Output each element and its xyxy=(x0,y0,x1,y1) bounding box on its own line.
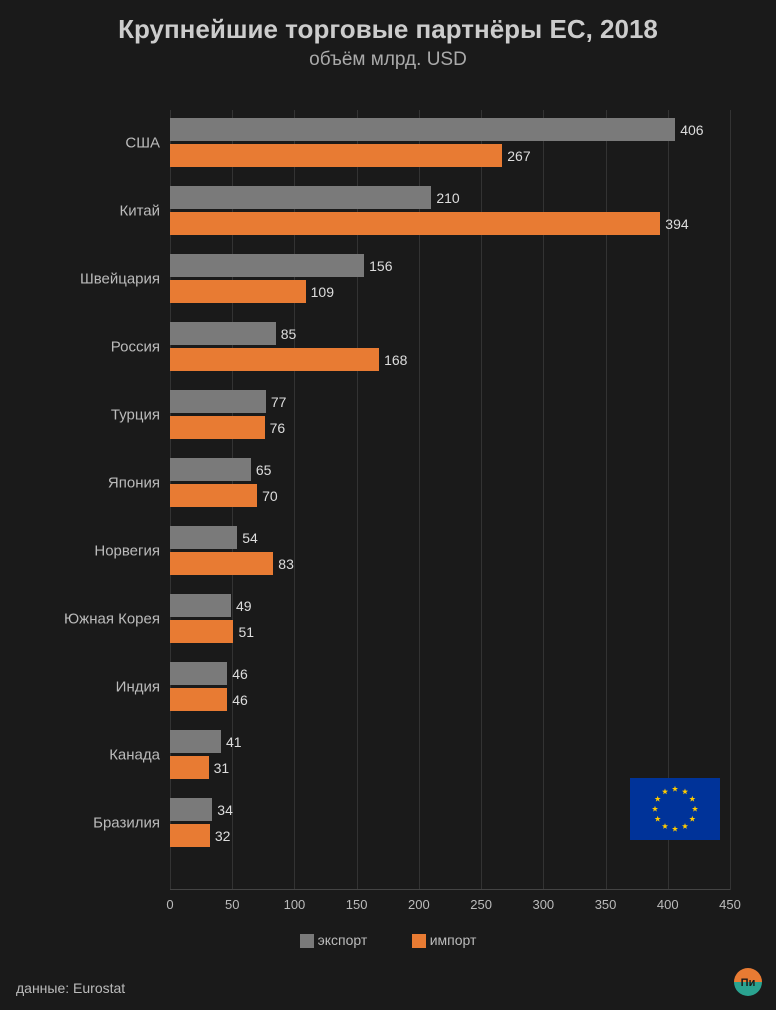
legend-item-import: импорт xyxy=(412,932,477,948)
x-axis-baseline xyxy=(170,889,730,890)
export-value-label: 77 xyxy=(266,394,287,410)
legend-label-import: импорт xyxy=(430,932,477,948)
country-label: Индия xyxy=(116,678,170,695)
import-value-label: 109 xyxy=(306,284,334,300)
country-row: Россия85168 xyxy=(170,322,730,371)
eu-flag-icon xyxy=(630,778,720,840)
import-value-label: 76 xyxy=(265,420,286,436)
x-tick-label: 0 xyxy=(166,897,173,912)
country-row: Япония6570 xyxy=(170,458,730,507)
country-label: Бразилия xyxy=(93,814,170,831)
chart-subtitle: объём млрд. USD xyxy=(0,45,776,71)
import-bar: 267 xyxy=(170,144,502,167)
import-value-label: 394 xyxy=(660,216,688,232)
import-value-label: 83 xyxy=(273,556,294,572)
x-tick-label: 300 xyxy=(532,897,554,912)
export-bar: 46 xyxy=(170,662,227,685)
country-row: Южная Корея4951 xyxy=(170,594,730,643)
export-bar: 65 xyxy=(170,458,251,481)
import-value-label: 51 xyxy=(233,624,254,640)
chart-legend: экспорт импорт xyxy=(0,932,776,950)
export-bar: 85 xyxy=(170,322,276,345)
country-row: Норвегия5483 xyxy=(170,526,730,575)
export-bar: 49 xyxy=(170,594,231,617)
grid-line xyxy=(730,110,731,890)
x-tick-label: 400 xyxy=(657,897,679,912)
export-value-label: 41 xyxy=(221,734,242,750)
country-label: Турция xyxy=(111,406,170,423)
legend-swatch-export xyxy=(300,934,314,948)
source-logo-icon: Пи xyxy=(734,968,762,996)
export-bar: 77 xyxy=(170,390,266,413)
x-tick-label: 50 xyxy=(225,897,239,912)
export-bar: 54 xyxy=(170,526,237,549)
export-bar: 406 xyxy=(170,118,675,141)
country-label: Канада xyxy=(109,746,170,763)
x-tick-label: 200 xyxy=(408,897,430,912)
export-bar: 156 xyxy=(170,254,364,277)
country-label: Норвегия xyxy=(94,542,170,559)
country-label: Китай xyxy=(119,202,170,219)
export-value-label: 406 xyxy=(675,122,703,138)
country-label: Япония xyxy=(108,474,170,491)
legend-item-export: экспорт xyxy=(300,932,368,948)
import-value-label: 46 xyxy=(227,692,248,708)
country-label: Швейцария xyxy=(80,270,170,287)
import-bar: 32 xyxy=(170,824,210,847)
import-bar: 83 xyxy=(170,552,273,575)
export-value-label: 210 xyxy=(431,190,459,206)
export-bar: 34 xyxy=(170,798,212,821)
legend-swatch-import xyxy=(412,934,426,948)
country-label: Южная Корея xyxy=(64,610,170,627)
x-tick-label: 250 xyxy=(470,897,492,912)
x-tick-label: 150 xyxy=(346,897,368,912)
x-tick-label: 100 xyxy=(284,897,306,912)
export-value-label: 49 xyxy=(231,598,252,614)
import-bar: 394 xyxy=(170,212,660,235)
export-value-label: 65 xyxy=(251,462,272,478)
export-bar: 210 xyxy=(170,186,431,209)
export-value-label: 46 xyxy=(227,666,248,682)
import-bar: 168 xyxy=(170,348,379,371)
import-bar: 70 xyxy=(170,484,257,507)
export-bar: 41 xyxy=(170,730,221,753)
export-value-label: 54 xyxy=(237,530,258,546)
import-value-label: 168 xyxy=(379,352,407,368)
import-bar: 31 xyxy=(170,756,209,779)
country-row: Турция7776 xyxy=(170,390,730,439)
country-label: США xyxy=(125,134,170,151)
x-tick-label: 450 xyxy=(719,897,741,912)
import-bar: 76 xyxy=(170,416,265,439)
import-bar: 51 xyxy=(170,620,233,643)
country-row: Индия4646 xyxy=(170,662,730,711)
x-tick-label: 350 xyxy=(595,897,617,912)
import-value-label: 31 xyxy=(209,760,230,776)
import-value-label: 32 xyxy=(210,828,231,844)
country-label: Россия xyxy=(111,338,170,355)
import-value-label: 70 xyxy=(257,488,278,504)
import-value-label: 267 xyxy=(502,148,530,164)
country-row: Швейцария156109 xyxy=(170,254,730,303)
export-value-label: 34 xyxy=(212,802,233,818)
chart-plot-area: 050100150200250300350400450 США406267Кит… xyxy=(170,110,730,890)
country-row: США406267 xyxy=(170,118,730,167)
export-value-label: 85 xyxy=(276,326,297,342)
data-source-label: данные: Eurostat xyxy=(16,980,125,996)
country-row: Канада4131 xyxy=(170,730,730,779)
svg-text:Пи: Пи xyxy=(741,977,756,989)
country-row: Китай210394 xyxy=(170,186,730,235)
export-value-label: 156 xyxy=(364,258,392,274)
legend-label-export: экспорт xyxy=(318,932,368,948)
chart-title: Крупнейшие торговые партнёры ЕС, 2018 xyxy=(0,0,776,45)
import-bar: 46 xyxy=(170,688,227,711)
import-bar: 109 xyxy=(170,280,306,303)
